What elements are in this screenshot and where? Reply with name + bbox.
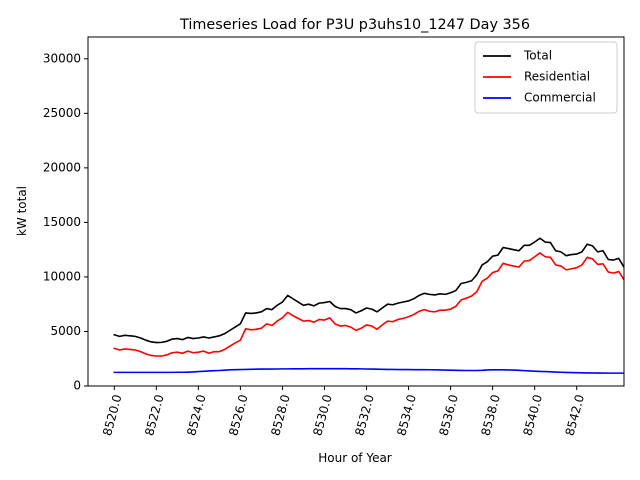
chart-title: Timeseries Load for P3U p3uhs10_1247 Day… (179, 17, 530, 33)
plot-frame (87, 36, 625, 387)
plot-area (87, 36, 625, 387)
y-tick-label: 5000 (50, 324, 81, 338)
legend-label-commercial: Commercial (524, 91, 596, 105)
y-tick-label: 0 (73, 379, 81, 393)
y-axis-label: kW total (15, 186, 29, 236)
y-tick-label: 10000 (43, 269, 81, 283)
y-tick-label: 20000 (43, 160, 81, 174)
y-tick-label: 25000 (43, 106, 81, 120)
legend-box (474, 41, 618, 114)
legend: Total Residential Commercial (474, 41, 618, 114)
x-axis-label: Hour of Year (318, 451, 392, 465)
y-tick-label: 15000 (43, 215, 81, 229)
y-tick-label: 30000 (43, 51, 81, 65)
legend-label-residential: Residential (524, 70, 590, 84)
series-line-residential (113, 252, 624, 357)
legend-label-total: Total (523, 49, 552, 63)
y-axis: 0 5000 10000 15000 20000 25000 30000 (43, 51, 88, 393)
series-line-commercial (113, 367, 624, 374)
series-line-total (113, 237, 624, 344)
